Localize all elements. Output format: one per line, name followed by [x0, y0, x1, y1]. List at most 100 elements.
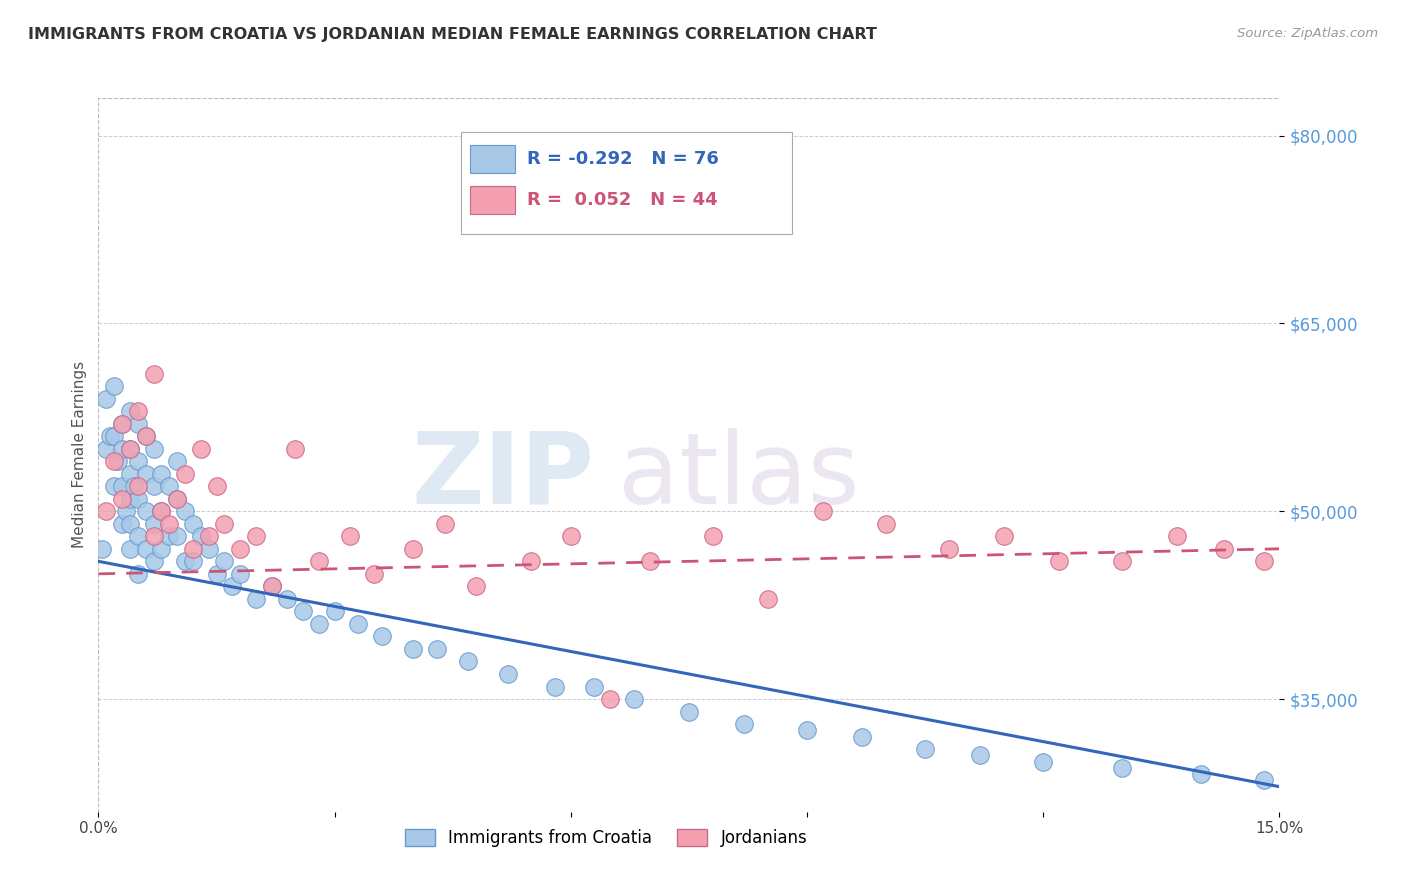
Point — [111, 491, 134, 506]
Point — [520, 554, 543, 568]
Point — [308, 554, 330, 568]
Point — [583, 680, 606, 694]
Point — [91, 541, 114, 556]
Point — [260, 579, 283, 593]
Point — [433, 516, 456, 531]
Point — [118, 442, 141, 456]
Point — [118, 442, 141, 456]
Point — [339, 529, 361, 543]
Point — [1213, 541, 1236, 556]
Point — [135, 467, 157, 481]
Point — [111, 479, 134, 493]
Point — [229, 566, 252, 581]
Point — [638, 554, 661, 568]
Point — [465, 579, 488, 593]
Point — [103, 454, 125, 468]
Point — [560, 529, 582, 543]
Point — [197, 541, 219, 556]
Point — [544, 680, 567, 694]
Point — [127, 417, 149, 431]
Point — [142, 529, 165, 543]
Point — [142, 516, 165, 531]
Point — [214, 516, 236, 531]
Point — [111, 442, 134, 456]
Point — [190, 442, 212, 456]
Point — [245, 529, 267, 543]
Point — [426, 642, 449, 657]
Point — [115, 504, 138, 518]
Point — [118, 516, 141, 531]
Point — [993, 529, 1015, 543]
Point — [127, 566, 149, 581]
Point — [678, 705, 700, 719]
Point — [190, 529, 212, 543]
Point — [733, 717, 755, 731]
Point — [150, 504, 173, 518]
Point — [221, 579, 243, 593]
Point — [142, 479, 165, 493]
Point — [402, 541, 425, 556]
Point — [969, 748, 991, 763]
Point — [174, 467, 197, 481]
Y-axis label: Median Female Earnings: Median Female Earnings — [72, 361, 87, 549]
Point — [181, 554, 204, 568]
Point — [214, 554, 236, 568]
Point — [914, 742, 936, 756]
Point — [308, 616, 330, 631]
Point — [118, 467, 141, 481]
Point — [811, 504, 834, 518]
Point — [245, 591, 267, 606]
Point — [135, 504, 157, 518]
Text: IMMIGRANTS FROM CROATIA VS JORDANIAN MEDIAN FEMALE EARNINGS CORRELATION CHART: IMMIGRANTS FROM CROATIA VS JORDANIAN MED… — [28, 27, 877, 42]
Point — [127, 529, 149, 543]
Point — [103, 479, 125, 493]
Point — [107, 454, 129, 468]
Point — [702, 529, 724, 543]
Point — [1253, 773, 1275, 788]
Point — [118, 541, 141, 556]
Point — [1111, 761, 1133, 775]
FancyBboxPatch shape — [471, 186, 516, 214]
Point — [197, 529, 219, 543]
Point — [142, 367, 165, 381]
Point — [135, 429, 157, 443]
Point — [292, 604, 315, 618]
Point — [347, 616, 370, 631]
Point — [118, 491, 141, 506]
Point — [1111, 554, 1133, 568]
Point — [96, 392, 118, 406]
Point — [1253, 554, 1275, 568]
Point — [284, 442, 307, 456]
Point — [122, 479, 145, 493]
Point — [174, 554, 197, 568]
Point — [875, 516, 897, 531]
Point — [181, 541, 204, 556]
Point — [851, 730, 873, 744]
Point — [150, 467, 173, 481]
Point — [1189, 767, 1212, 781]
Point — [181, 516, 204, 531]
Text: atlas: atlas — [619, 428, 859, 524]
Point — [96, 442, 118, 456]
Point — [1032, 755, 1054, 769]
Point — [205, 566, 228, 581]
Point — [127, 479, 149, 493]
Point — [174, 504, 197, 518]
Point — [103, 429, 125, 443]
Text: R =  0.052   N = 44: R = 0.052 N = 44 — [527, 191, 717, 209]
Point — [98, 429, 121, 443]
Point — [135, 429, 157, 443]
Point — [276, 591, 298, 606]
Point — [166, 454, 188, 468]
Point — [150, 541, 173, 556]
Point — [111, 516, 134, 531]
Point — [111, 417, 134, 431]
Point — [205, 479, 228, 493]
Point — [142, 554, 165, 568]
Point — [118, 404, 141, 418]
Legend: Immigrants from Croatia, Jordanians: Immigrants from Croatia, Jordanians — [398, 822, 814, 854]
Point — [166, 491, 188, 506]
Point — [229, 541, 252, 556]
Point — [323, 604, 346, 618]
Point — [166, 529, 188, 543]
